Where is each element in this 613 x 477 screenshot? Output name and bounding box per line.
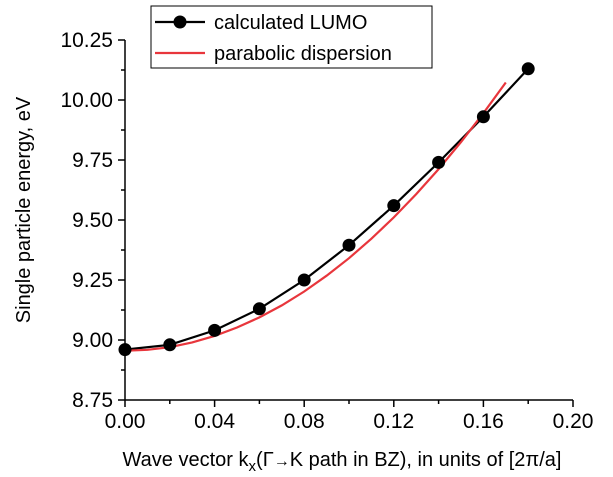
legend-marker-calculated-lumo (173, 15, 187, 29)
series-layer (118, 62, 535, 357)
x-axis-title-open: ( (256, 449, 263, 471)
y-tick-label: 9.00 (72, 329, 113, 352)
x-tick-label: 0.08 (284, 410, 325, 433)
data-point-calculated-lumo (118, 343, 132, 357)
data-point-calculated-lumo (476, 110, 490, 124)
legend: calculated LUMO parabolic dispersion (150, 5, 433, 69)
y-tick-label: 8.75 (72, 389, 113, 412)
y-tick-label: 9.25 (72, 269, 113, 292)
legend-box (150, 5, 433, 69)
x-axis: 0.00 0.04 0.08 0.12 0.16 0.20 (105, 400, 594, 433)
x-tick-label: 0.04 (194, 410, 235, 433)
y-tick-label: 9.50 (72, 209, 113, 232)
x-axis-title-subscript: x (249, 458, 257, 475)
legend-label-calculated-lumo: calculated LUMO (214, 12, 367, 34)
data-point-calculated-lumo (297, 273, 311, 287)
series-line-parabolic-dispersion (124, 81, 507, 352)
data-point-calculated-lumo (208, 323, 222, 337)
data-point-calculated-lumo (387, 199, 401, 213)
x-axis-title-pi: π (525, 449, 539, 471)
y-tick-label: 10.25 (60, 29, 113, 52)
y-axis-title: Single particle energy, eV (13, 96, 35, 323)
x-axis-title: Wave vector kx(Γ→K path in BZ), in units… (123, 449, 562, 475)
data-point-calculated-lumo (252, 302, 266, 316)
x-axis-title-arrow: → (274, 453, 290, 470)
x-tick-label: 0.16 (463, 410, 504, 433)
data-point-calculated-lumo (163, 338, 177, 352)
x-axis-title-prefix: Wave vector k (123, 449, 250, 471)
x-tick-label: 0.20 (553, 410, 594, 433)
x-axis-title-gamma: Γ (263, 449, 274, 471)
x-tick-label: 0.00 (105, 410, 146, 433)
legend-label-parabolic-dispersion: parabolic dispersion (214, 43, 392, 65)
y-tick-label: 10.00 (60, 89, 113, 112)
x-axis-title-rest: K path in BZ), in units of [2 (290, 449, 526, 471)
y-axis: 8.75 9.00 9.25 9.50 9.75 10.00 10.25 (60, 29, 125, 412)
data-point-calculated-lumo (432, 155, 446, 169)
data-point-calculated-lumo (521, 62, 535, 76)
data-point-calculated-lumo (342, 238, 356, 252)
x-axis-title-suffix: /a] (539, 449, 561, 471)
series-line-calculated-lumo (124, 68, 530, 351)
y-tick-label: 9.75 (72, 149, 113, 172)
x-tick-label: 0.12 (373, 410, 414, 433)
